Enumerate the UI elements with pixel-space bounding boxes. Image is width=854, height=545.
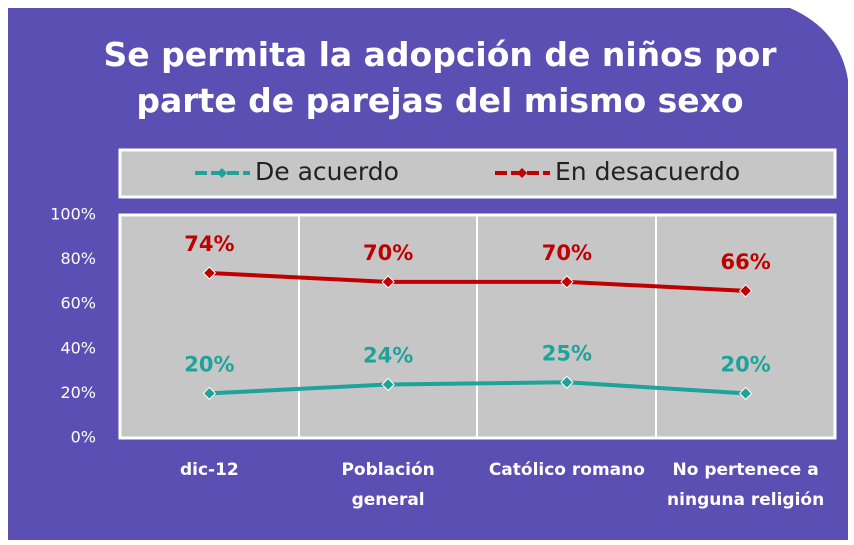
y-tick-label: 80%: [60, 249, 96, 268]
data-point: [202, 266, 217, 280]
y-tick-label: 100%: [50, 205, 96, 224]
data-point: [381, 377, 395, 392]
data-label: 20%: [184, 352, 234, 376]
data-label: 25%: [542, 341, 592, 365]
data-point: [560, 375, 574, 389]
legend-label: En desacuerdo: [555, 157, 740, 186]
legend-swatch: [517, 168, 527, 178]
series-line: [209, 270, 746, 293]
data-point: [560, 275, 574, 289]
legend-box: [118, 148, 837, 199]
series-line: [209, 380, 746, 396]
data-label: 20%: [720, 352, 770, 376]
data-label: 74%: [184, 232, 234, 256]
y-tick-label: 60%: [60, 294, 96, 313]
chart-title: Se permita la adopción de niños por part…: [103, 35, 777, 120]
x-tick-label: dic-12: [179, 460, 239, 480]
data-label: 70%: [542, 241, 592, 265]
x-tick-label: No pertenece a ninguna religión: [667, 460, 825, 510]
legend-swatch: [217, 168, 227, 178]
x-tick-label: Población general: [341, 460, 435, 510]
data-label: 66%: [720, 250, 770, 274]
data-point: [738, 386, 753, 401]
y-tick-label: 0%: [71, 428, 96, 447]
data-label: 24%: [363, 343, 413, 367]
data-label: 70%: [363, 241, 413, 265]
data-point: [738, 284, 753, 298]
data-point: [381, 275, 395, 289]
data-point: [202, 386, 217, 401]
y-tick-label: 40%: [60, 338, 96, 357]
legend-label: De acuerdo: [255, 157, 399, 186]
x-tick-label: Católico romano: [488, 460, 645, 480]
y-tick-label: 20%: [60, 383, 96, 402]
